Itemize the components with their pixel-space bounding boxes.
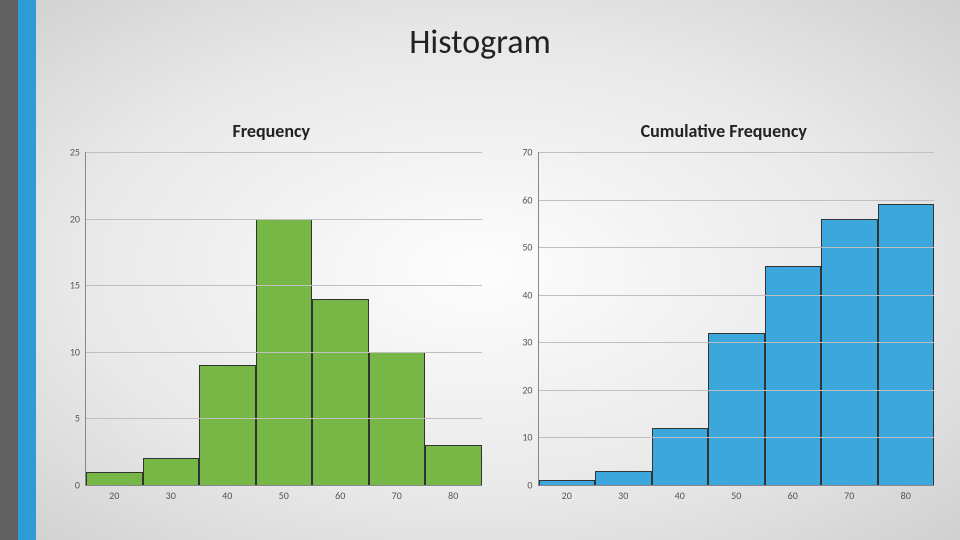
y-axis-label: 25 [70, 146, 80, 159]
y-axis-label: 40 [522, 288, 532, 301]
cumulative-bars [539, 152, 935, 485]
x-axis-label: 80 [448, 489, 458, 502]
x-axis-label: 70 [844, 489, 854, 502]
cumulative-plot: 0 10 20 30 40 50 60 70 20 30 40 50 60 70 80 [508, 148, 941, 510]
x-axis-label: 20 [562, 489, 572, 502]
side-accent-stripe [0, 0, 36, 540]
x-axis-label: 70 [392, 489, 402, 502]
frequency-chart-title: Frequency [55, 120, 488, 142]
grid-line [539, 200, 935, 201]
grid-line [539, 152, 935, 153]
y-axis-label: 50 [522, 241, 532, 254]
bar [199, 365, 256, 485]
x-axis-label: 80 [901, 489, 911, 502]
y-axis-label: 5 [75, 412, 80, 425]
bar [821, 219, 878, 485]
frequency-plot: 0 5 10 15 20 25 20 30 40 50 60 70 80 [55, 148, 488, 510]
y-axis-label: 20 [70, 212, 80, 225]
y-axis-label: 10 [522, 431, 532, 444]
y-axis-label: 20 [522, 383, 532, 396]
grid-line [86, 285, 482, 286]
x-axis-label: 30 [166, 489, 176, 502]
grid-line [539, 295, 935, 296]
grid-line [86, 219, 482, 220]
grid-line [86, 418, 482, 419]
grid-line [86, 352, 482, 353]
grid-line [539, 342, 935, 343]
x-axis-label: 50 [279, 489, 289, 502]
bar [595, 471, 652, 485]
x-axis-label: 50 [731, 489, 741, 502]
frequency-plot-area: 051015202520304050607080 [85, 152, 482, 486]
bar [312, 299, 369, 485]
bar [86, 472, 143, 485]
x-axis-label: 20 [109, 489, 119, 502]
charts-container: Frequency 0 5 10 15 20 25 20 30 40 50 60 70 80 Cumul… [55, 120, 940, 510]
frequency-chart: Frequency 0 5 10 15 20 25 20 30 40 50 60 70 80 [55, 120, 488, 510]
y-axis-label: 0 [75, 479, 80, 492]
bar [708, 333, 765, 485]
cumulative-chart: Cumulative Frequency 0 10 20 30 40 50 60 70 20 30… [508, 120, 941, 510]
y-axis-label: 60 [522, 193, 532, 206]
frequency-bars [86, 152, 482, 485]
stripe-gray [0, 0, 18, 540]
grid-line [86, 152, 482, 153]
x-axis-label: 30 [618, 489, 628, 502]
grid-line [539, 437, 935, 438]
x-axis-label: 40 [675, 489, 685, 502]
y-axis-label: 0 [527, 479, 532, 492]
y-axis-label: 30 [522, 336, 532, 349]
grid-line [539, 247, 935, 248]
y-axis-label: 15 [70, 279, 80, 292]
x-axis-label: 60 [335, 489, 345, 502]
cumulative-plot-area: 01020304050607020304050607080 [538, 152, 935, 486]
stripe-blue [18, 0, 36, 540]
bar [425, 445, 482, 485]
y-axis-label: 70 [522, 146, 532, 159]
grid-line [539, 390, 935, 391]
x-axis-label: 40 [222, 489, 232, 502]
bar [539, 480, 596, 485]
bar [143, 458, 200, 485]
cumulative-chart-title: Cumulative Frequency [508, 120, 941, 142]
page-title: Histogram [0, 22, 960, 63]
bar [765, 266, 822, 485]
y-axis-label: 10 [70, 345, 80, 358]
x-axis-label: 60 [788, 489, 798, 502]
